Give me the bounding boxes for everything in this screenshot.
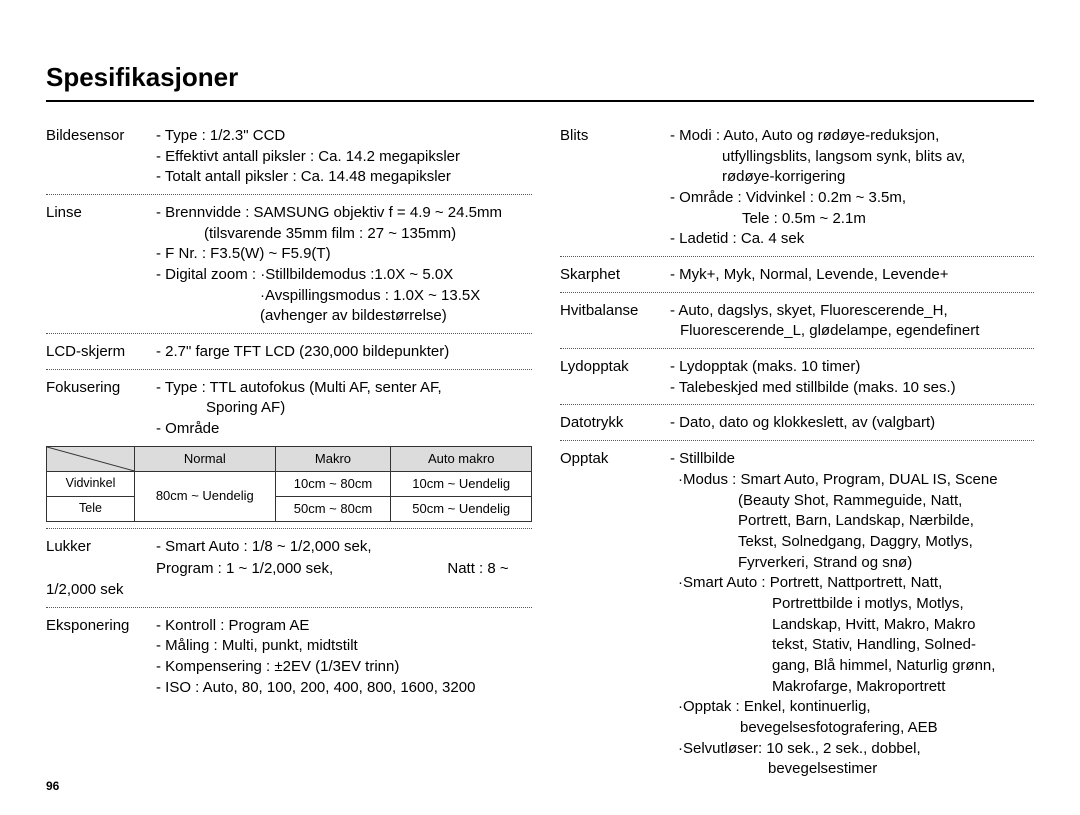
table-hdr-makro: Makro (275, 446, 391, 471)
wb-values: - Auto, dagslys, skyet, Fluorescerende_H… (670, 301, 1034, 322)
divider (560, 256, 1034, 257)
spec-focus: Fokusering - Type : TTL autofokus (Multi… (46, 378, 532, 440)
audio-memo: - Talebeskjed med stillbilde (maks. 10 s… (670, 378, 1034, 399)
spec-label-focus: Fokusering (46, 378, 156, 440)
spec-label-date: Datotrykk (560, 413, 670, 434)
flash-modes-c: rødøye-korrigering (670, 167, 1034, 188)
wb-values-b: Fluorescerende_L, glødelampe, egendefine… (670, 321, 1034, 342)
table-hdr-auto: Auto makro (391, 446, 532, 471)
spec-label-lens: Linse (46, 203, 156, 327)
spec-audio: Lydopptak - Lydopptak (maks. 10 timer) -… (560, 357, 1034, 398)
table-cell: 50cm ~ Uendelig (391, 496, 532, 521)
rec-mode-b: (Beauty Shot, Rammeguide, Natt, (670, 491, 1034, 512)
flash-modes-b: utfyllingsblits, langsom synk, blits av, (670, 147, 1034, 168)
rec-still: - Stillbilde (670, 449, 1034, 470)
spec-recording: Opptak - Stillbilde ·Modus : Smart Auto,… (560, 449, 1034, 780)
spec-date: Datotrykk - Dato, dato og klokkeslett, a… (560, 413, 1034, 434)
table-row-tele: Tele (47, 496, 135, 521)
divider (560, 404, 1034, 405)
spec-label-recording: Opptak (560, 449, 670, 780)
rec-shooting-b: bevegelsesfotografering, AEB (670, 718, 1034, 739)
focus-type-b: Sporing AF) (156, 398, 532, 419)
divider (46, 607, 532, 608)
shutter-program: Program : 1 ~ 1/2,000 sek, (46, 560, 333, 577)
divider (46, 528, 532, 529)
rec-mode-d: Tekst, Solnedgang, Daggry, Motlys, (670, 532, 1034, 553)
spec-label-wb: Hvitbalanse (560, 301, 670, 342)
spec-label-exposure: Eksponering (46, 616, 156, 699)
spec-lcd: LCD-skjerm - 2.7" farge TFT LCD (230,000… (46, 342, 532, 363)
lcd-value: - 2.7" farge TFT LCD (230,000 bildepunkt… (156, 342, 532, 363)
rec-smart-b: Portrettbilde i motlys, Motlys, (670, 594, 1034, 615)
spec-exposure: Eksponering - Kontroll : Program AE - Må… (46, 616, 532, 699)
table-cell: 10cm ~ Uendelig (391, 471, 532, 496)
expo-control: - Kontroll : Program AE (156, 616, 532, 637)
sharpness-values: - Myk+, Myk, Normal, Levende, Levende+ (670, 265, 1034, 286)
spec-sensor: Bildesensor - Type : 1/2.3" CCD - Effekt… (46, 126, 532, 188)
divider (46, 369, 532, 370)
spec-wb: Hvitbalanse - Auto, dagslys, skyet, Fluo… (560, 301, 1034, 342)
spec-lens: Linse - Brennvidde : SAMSUNG objektiv f … (46, 203, 532, 327)
spec-label-audio: Lydopptak (560, 357, 670, 398)
divider (560, 292, 1034, 293)
spec-flash: Blits - Modi : Auto, Auto og rødøye-redu… (560, 126, 1034, 250)
lens-fnumber: - F Nr. : F3.5(W) ~ F5.9(T) (156, 244, 532, 265)
spec-label-lcd: LCD-skjerm (46, 342, 156, 363)
rec-mode-c: Portrett, Barn, Landskap, Nærbilde, (670, 511, 1034, 532)
table-cell: 50cm ~ 80cm (275, 496, 391, 521)
rec-smart-c: Landskap, Hvitt, Makro, Makro (670, 615, 1034, 636)
rec-smart-f: Makrofarge, Makroportrett (670, 677, 1034, 698)
shutter-smart: - Smart Auto : 1/8 ~ 1/2,000 sek, (156, 537, 532, 558)
spec-label-sharpness: Skarphet (560, 265, 670, 286)
rec-timer-b: bevegelsestimer (670, 759, 1034, 780)
spec-label-flash: Blits (560, 126, 670, 250)
divider (560, 348, 1034, 349)
columns: Bildesensor - Type : 1/2.3" CCD - Effekt… (46, 126, 1034, 782)
rec-shooting: ·Opptak : Enkel, kontinuerlig, (670, 697, 1034, 718)
rec-smart-d: tekst, Stativ, Handling, Solned- (670, 635, 1034, 656)
sensor-effective: - Effektivt antall piksler : Ca. 14.2 me… (156, 147, 532, 168)
rec-mode-e: Fyrverkeri, Strand og snø) (670, 553, 1034, 574)
flash-range-tele: Tele : 0.5m ~ 2.1m (670, 209, 1034, 230)
sensor-type: - Type : 1/2.3" CCD (156, 126, 532, 147)
flash-recycle: - Ladetid : Ca. 4 sek (670, 229, 1034, 250)
focus-type: - Type : TTL autofokus (Multi AF, senter… (156, 378, 532, 399)
lens-zoom: - Digital zoom : ·Stillbildemodus :1.0X … (156, 265, 532, 286)
focus-range: - Område (156, 419, 532, 440)
sensor-total: - Totalt antall piksler : Ca. 14.48 mega… (156, 167, 532, 188)
spec-label-sensor: Bildesensor (46, 126, 156, 188)
lens-focal-equiv: (tilsvarende 35mm film : 27 ~ 135mm) (156, 224, 532, 245)
flash-modes: - Modi : Auto, Auto og rødøye-reduksjon, (670, 126, 1034, 147)
expo-comp: - Kompensering : ±2EV (1/3EV trinn) (156, 657, 532, 678)
rec-smart: ·Smart Auto : Portrett, Nattportrett, Na… (670, 573, 1034, 594)
divider (46, 333, 532, 334)
page-number: 96 (46, 778, 59, 795)
expo-iso: - ISO : Auto, 80, 100, 200, 400, 800, 16… (156, 678, 532, 699)
table-hdr-normal: Normal (135, 446, 276, 471)
table-diag-header (47, 446, 135, 471)
rec-timer: ·Selvutløser: 10 sek., 2 sek., dobbel, (670, 739, 1034, 760)
lens-zoom-note: (avhenger av bildestørrelse) (156, 306, 532, 327)
table-cell-normal: 80cm ~ Uendelig (135, 471, 276, 521)
left-column: Bildesensor - Type : 1/2.3" CCD - Effekt… (46, 126, 532, 782)
table-cell: 10cm ~ 80cm (275, 471, 391, 496)
divider (560, 440, 1034, 441)
divider (46, 194, 532, 195)
lens-zoom-play: ·Avspillingsmodus : 1.0X ~ 13.5X (156, 286, 532, 307)
right-column: Blits - Modi : Auto, Auto og rødøye-redu… (560, 126, 1034, 782)
date-values: - Dato, dato og klokkeslett, av (valgbar… (670, 413, 1034, 434)
spec-shutter: Lukker - Smart Auto : 1/8 ~ 1/2,000 sek, (46, 537, 532, 558)
focus-range-table: Normal Makro Auto makro Vidvinkel 80cm ~… (46, 446, 532, 522)
spec-label-shutter: Lukker (46, 537, 156, 558)
spec-sharpness: Skarphet - Myk+, Myk, Normal, Levende, L… (560, 265, 1034, 286)
expo-metering: - Måling : Multi, punkt, midtstilt (156, 636, 532, 657)
lens-focal: - Brennvidde : SAMSUNG objektiv f = 4.9 … (156, 203, 532, 224)
rec-mode: ·Modus : Smart Auto, Program, DUAL IS, S… (670, 470, 1034, 491)
rec-smart-e: gang, Blå himmel, Naturlig grønn, (670, 656, 1034, 677)
table-row-wide: Vidvinkel (47, 471, 135, 496)
audio-recording: - Lydopptak (maks. 10 timer) (670, 357, 1034, 378)
page-title: Spesifikasjoner (46, 60, 1034, 102)
flash-range: - Område : Vidvinkel : 0.2m ~ 3.5m, (670, 188, 1034, 209)
